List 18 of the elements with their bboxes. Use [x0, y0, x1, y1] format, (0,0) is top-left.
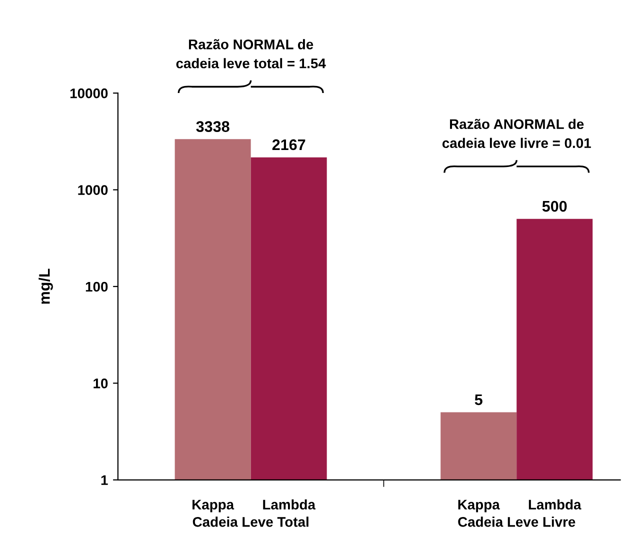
- y-tick-label: 10000: [70, 88, 108, 98]
- y-axis-title: mg/L: [38, 268, 53, 304]
- text: Lambda: [528, 499, 582, 510]
- data-label: 5: [474, 394, 482, 406]
- y-tick-label: 10: [94, 378, 108, 388]
- annotation: Razão ANORMAL de cadeia leve livre = 0.01: [442, 118, 591, 148]
- data-label: 3338: [196, 121, 230, 132]
- text: Kappa: [458, 500, 500, 512]
- x-tick-label: Cadeia Leve Livre: [458, 516, 576, 527]
- x-tick-label: Cadeia Leve Total: [192, 516, 308, 527]
- y-tick-label: 100: [86, 282, 108, 292]
- data-label: 500: [542, 200, 567, 212]
- series-label: Lambda: [263, 499, 316, 510]
- y-tick-label: 1: [101, 475, 108, 485]
- y-tick-label: 1000: [78, 185, 108, 195]
- data-label: 2167: [272, 139, 306, 150]
- text: Razão NORMAL de cadeia leve total = 1.54: [176, 39, 326, 68]
- series-label: Kappa: [192, 500, 234, 512]
